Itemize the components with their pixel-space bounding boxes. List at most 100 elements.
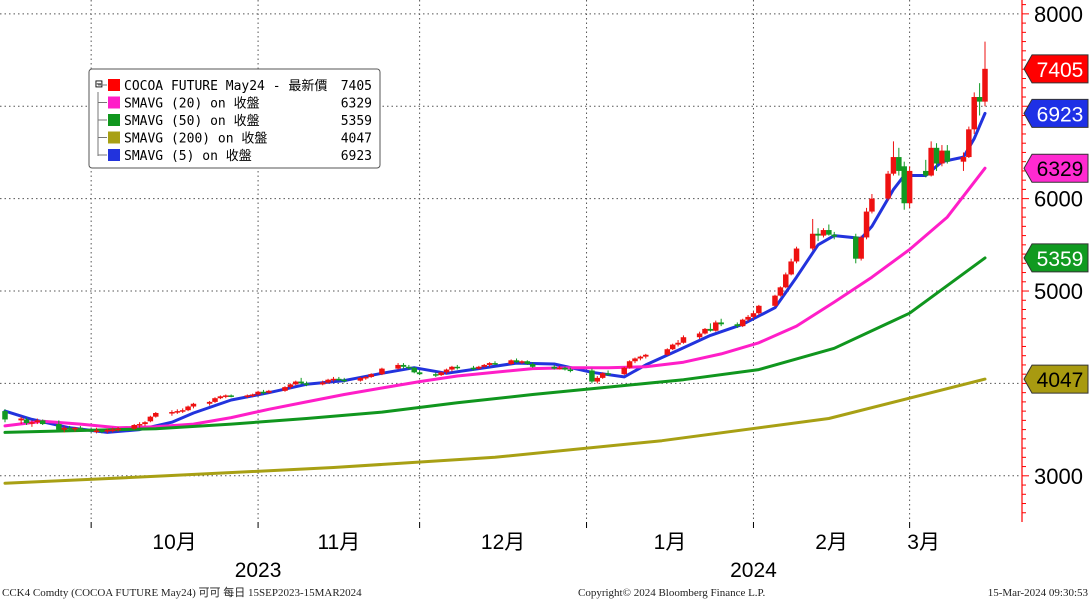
candle-2023-11-16 — [336, 376, 342, 381]
candle-2023-10-24 — [212, 397, 218, 403]
candle-2023-11-21 — [363, 376, 369, 380]
candle-body — [153, 412, 159, 417]
candle-body — [820, 230, 827, 236]
candle-2023-12-27 — [556, 365, 563, 370]
candle-2024-03-08 — [944, 145, 951, 164]
candle-body — [928, 147, 934, 176]
candle-2023-10-23 — [206, 400, 213, 406]
candle-2024-02-14 — [820, 228, 827, 238]
candle-body — [330, 378, 337, 381]
candle-body — [756, 305, 762, 314]
candle-2023-12-01 — [416, 370, 423, 376]
candle-2023-12-14 — [486, 362, 493, 367]
candle-body — [185, 406, 191, 411]
candle-body — [174, 411, 181, 413]
candle-body — [637, 356, 644, 359]
badge-label: 5359 — [1037, 248, 1084, 271]
month-label: 11月 — [317, 531, 360, 554]
candle-2023-12-19 — [513, 358, 520, 364]
candle-2023-11-24 — [379, 367, 385, 376]
candle-body — [669, 344, 676, 350]
candle-2023-09-20 — [29, 420, 35, 427]
month-label: 2月 — [815, 531, 848, 554]
candle-2024-02-12 — [809, 218, 816, 251]
candle-2023-12-11 — [470, 365, 477, 371]
legend-entry-name: SMAVG (5) on 收盤 — [124, 149, 252, 164]
badge-shape — [1023, 54, 1089, 84]
candle-body — [562, 367, 568, 370]
candle-body — [449, 366, 455, 370]
candle-body — [266, 390, 272, 393]
candle-body — [863, 211, 870, 238]
candle-body — [72, 427, 78, 430]
candle-2024-02-28 — [896, 147, 902, 176]
candle-2023-09-25 — [56, 420, 62, 431]
candle-2024-02-22 — [863, 207, 870, 240]
candle-body — [93, 430, 100, 433]
candle-2023-11-14 — [325, 378, 331, 384]
candle-body — [713, 322, 719, 331]
candle-2023-12-22 — [529, 362, 536, 368]
candle-2023-11-09 — [298, 377, 304, 385]
candle-2023-12-21 — [524, 360, 531, 365]
line-sma50 — [3, 256, 987, 434]
candle-2023-11-15 — [330, 376, 337, 382]
candle-body — [104, 430, 111, 432]
candle-body — [508, 360, 514, 365]
candle-body — [438, 372, 444, 376]
legend-entry-value: 5359 — [341, 114, 372, 129]
candle-body — [739, 319, 746, 327]
line-sma200 — [3, 377, 987, 485]
candle-body — [680, 337, 687, 343]
candle-body — [454, 366, 461, 369]
moving-average-lines — [3, 111, 987, 485]
candle-body — [325, 379, 331, 383]
candle-body — [206, 401, 213, 404]
candle-body — [869, 198, 875, 212]
candle-2024-01-08 — [621, 366, 627, 376]
candle-2023-10-17 — [174, 409, 181, 414]
candle-2023-10-30 — [244, 394, 251, 399]
candle-2024-03-05 — [928, 141, 934, 177]
candle-body — [605, 373, 611, 375]
y-tick-label-5000: 5000 — [1034, 279, 1083, 304]
candle-2023-10-09 — [131, 424, 137, 430]
candle-body — [589, 370, 595, 382]
candle-body — [734, 324, 741, 327]
candle-body — [212, 398, 218, 402]
candle-body — [793, 248, 800, 262]
candle-body — [179, 410, 186, 412]
candle-body — [406, 366, 412, 369]
legend-entries: COCOA FUTURE May24 - 最新價 7405 SMAVG (20) o… — [98, 78, 372, 164]
badge-label: 7405 — [1037, 59, 1084, 82]
candle-2023-12-07 — [449, 365, 455, 372]
candle-2024-02-08 — [788, 258, 794, 276]
candle-body — [492, 363, 498, 365]
candle-body — [255, 391, 261, 395]
candle-body — [831, 234, 837, 237]
candle-2023-09-28 — [72, 426, 78, 432]
legend-entry-name: COCOA FUTURE May24 - 最新價 — [124, 78, 327, 94]
candle-body — [282, 387, 288, 391]
candle-body — [664, 349, 671, 355]
candle-2024-02-16 — [831, 231, 837, 240]
candle-body — [336, 378, 342, 381]
candle-body — [745, 316, 751, 320]
candle-2023-12-15 — [492, 361, 498, 365]
candle-2023-11-02 — [260, 389, 267, 395]
candle-2023-10-26 — [223, 394, 229, 399]
candle-2023-12-20 — [519, 360, 525, 365]
legend-entry-name: SMAVG (50) on 收盤 — [124, 114, 260, 129]
candle-body — [486, 363, 493, 365]
candle-body — [707, 328, 714, 331]
candle-2024-02-21 — [858, 235, 864, 261]
legend-swatch — [108, 149, 120, 161]
badge-6923: 6923 — [1023, 98, 1089, 128]
candle-2024-03-06 — [933, 143, 940, 171]
candle-body — [433, 374, 439, 376]
candle-2023-10-11 — [142, 421, 148, 426]
candle-2024-01-30 — [739, 318, 746, 328]
candle-2024-03-07 — [939, 145, 945, 167]
candle-body — [594, 377, 601, 382]
